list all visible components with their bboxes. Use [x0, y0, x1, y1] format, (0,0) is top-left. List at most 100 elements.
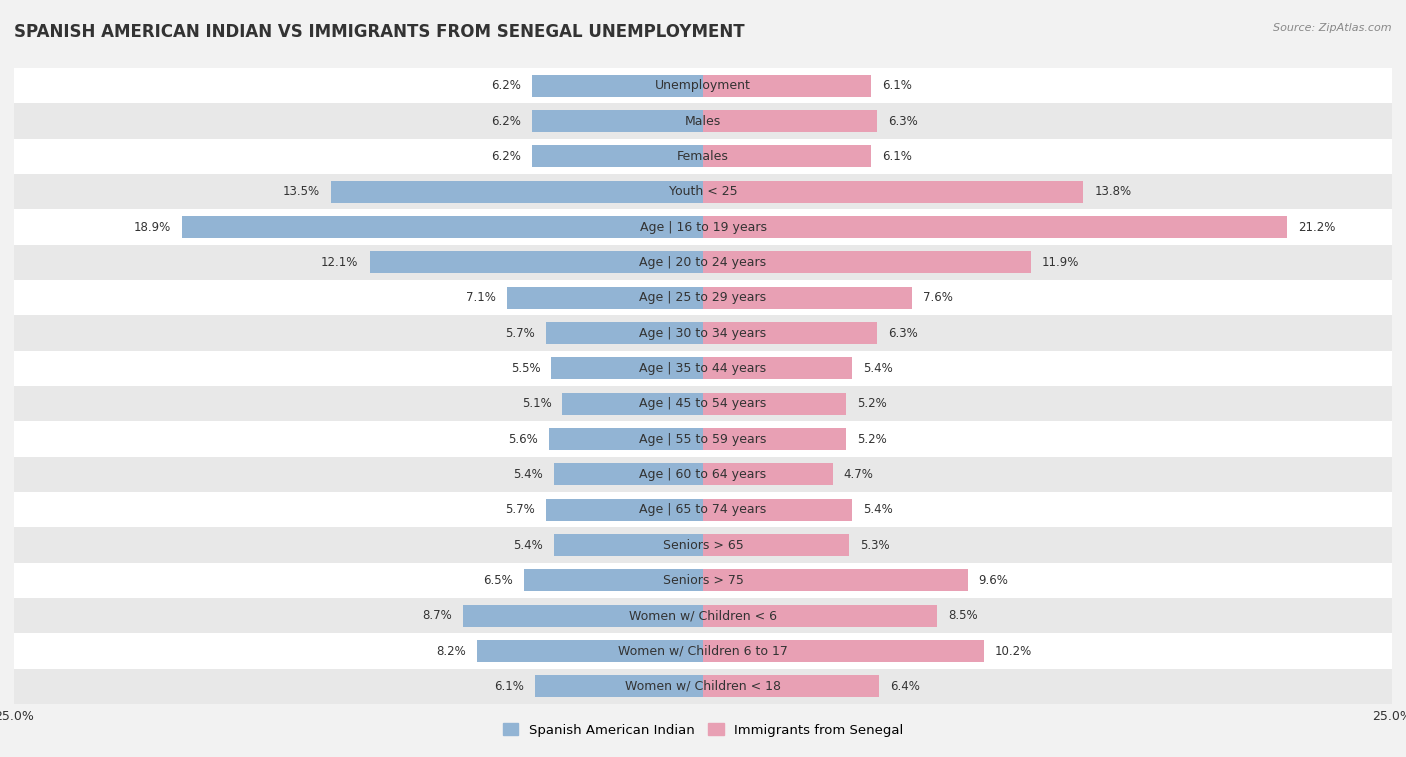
Text: 8.2%: 8.2% — [436, 644, 465, 658]
Text: 5.6%: 5.6% — [508, 432, 537, 446]
Text: Age | 55 to 59 years: Age | 55 to 59 years — [640, 432, 766, 446]
Text: 18.9%: 18.9% — [134, 220, 172, 234]
Bar — [703, 251, 1031, 273]
Bar — [703, 569, 967, 591]
Bar — [14, 316, 1392, 350]
Bar — [703, 181, 1083, 203]
Text: 7.1%: 7.1% — [467, 291, 496, 304]
Text: 5.7%: 5.7% — [505, 326, 534, 340]
Bar — [703, 428, 846, 450]
Bar — [14, 456, 1392, 492]
Bar — [703, 463, 832, 485]
Text: 5.4%: 5.4% — [513, 468, 543, 481]
Text: Women w/ Children < 18: Women w/ Children < 18 — [626, 680, 780, 693]
Text: 5.5%: 5.5% — [510, 362, 540, 375]
Text: Women w/ Children < 6: Women w/ Children < 6 — [628, 609, 778, 622]
Text: 5.1%: 5.1% — [522, 397, 551, 410]
Bar — [14, 68, 1392, 104]
Bar — [703, 217, 1288, 238]
Bar — [330, 181, 703, 203]
Text: Age | 20 to 24 years: Age | 20 to 24 years — [640, 256, 766, 269]
Text: 6.1%: 6.1% — [882, 150, 912, 163]
Bar — [14, 280, 1392, 316]
Bar — [703, 393, 846, 415]
Text: Age | 30 to 34 years: Age | 30 to 34 years — [640, 326, 766, 340]
Bar — [14, 528, 1392, 562]
Bar — [551, 357, 703, 379]
Text: 5.4%: 5.4% — [863, 362, 893, 375]
Bar — [14, 245, 1392, 280]
Text: 5.7%: 5.7% — [505, 503, 534, 516]
Text: 6.1%: 6.1% — [882, 79, 912, 92]
Text: Age | 35 to 44 years: Age | 35 to 44 years — [640, 362, 766, 375]
Text: Age | 45 to 54 years: Age | 45 to 54 years — [640, 397, 766, 410]
Text: 6.5%: 6.5% — [484, 574, 513, 587]
Bar — [524, 569, 703, 591]
Text: 6.4%: 6.4% — [890, 680, 921, 693]
Text: 5.2%: 5.2% — [858, 397, 887, 410]
Bar — [14, 350, 1392, 386]
Bar — [703, 357, 852, 379]
Bar — [14, 562, 1392, 598]
Bar — [531, 111, 703, 132]
Text: 12.1%: 12.1% — [321, 256, 359, 269]
Bar — [14, 386, 1392, 422]
Bar — [14, 634, 1392, 668]
Text: 6.1%: 6.1% — [494, 680, 524, 693]
Text: Age | 65 to 74 years: Age | 65 to 74 years — [640, 503, 766, 516]
Bar — [463, 605, 703, 627]
Text: 11.9%: 11.9% — [1042, 256, 1080, 269]
Bar — [703, 287, 912, 309]
Bar — [14, 598, 1392, 634]
Bar — [183, 217, 703, 238]
Bar — [703, 145, 872, 167]
Bar — [477, 640, 703, 662]
Text: Females: Females — [678, 150, 728, 163]
Text: Unemployment: Unemployment — [655, 79, 751, 92]
Text: 6.3%: 6.3% — [887, 114, 917, 128]
Bar — [562, 393, 703, 415]
Bar — [14, 668, 1392, 704]
Text: 8.5%: 8.5% — [948, 609, 979, 622]
Bar — [554, 534, 703, 556]
Bar — [546, 322, 703, 344]
Bar — [14, 422, 1392, 456]
Text: 13.5%: 13.5% — [283, 185, 321, 198]
Bar — [703, 499, 852, 521]
Text: Source: ZipAtlas.com: Source: ZipAtlas.com — [1274, 23, 1392, 33]
Text: 21.2%: 21.2% — [1298, 220, 1336, 234]
Bar — [703, 534, 849, 556]
Text: 7.6%: 7.6% — [924, 291, 953, 304]
Bar — [703, 640, 984, 662]
Bar — [703, 322, 876, 344]
Bar — [14, 104, 1392, 139]
Text: Women w/ Children 6 to 17: Women w/ Children 6 to 17 — [619, 644, 787, 658]
Text: 10.2%: 10.2% — [995, 644, 1032, 658]
Text: 8.7%: 8.7% — [422, 609, 453, 622]
Bar — [531, 75, 703, 97]
Text: SPANISH AMERICAN INDIAN VS IMMIGRANTS FROM SENEGAL UNEMPLOYMENT: SPANISH AMERICAN INDIAN VS IMMIGRANTS FR… — [14, 23, 745, 41]
Bar — [554, 463, 703, 485]
Text: Seniors > 65: Seniors > 65 — [662, 538, 744, 552]
Bar — [14, 139, 1392, 174]
Text: Age | 25 to 29 years: Age | 25 to 29 years — [640, 291, 766, 304]
Bar — [508, 287, 703, 309]
Bar — [703, 675, 879, 697]
Text: Seniors > 75: Seniors > 75 — [662, 574, 744, 587]
Bar — [14, 210, 1392, 245]
Bar — [531, 145, 703, 167]
Text: Age | 60 to 64 years: Age | 60 to 64 years — [640, 468, 766, 481]
Bar — [703, 75, 872, 97]
Text: 6.2%: 6.2% — [491, 114, 522, 128]
Text: 4.7%: 4.7% — [844, 468, 873, 481]
Bar — [14, 492, 1392, 528]
Bar — [546, 499, 703, 521]
Bar — [14, 174, 1392, 210]
Text: 5.4%: 5.4% — [513, 538, 543, 552]
Legend: Spanish American Indian, Immigrants from Senegal: Spanish American Indian, Immigrants from… — [498, 718, 908, 742]
Text: Age | 16 to 19 years: Age | 16 to 19 years — [640, 220, 766, 234]
Text: 9.6%: 9.6% — [979, 574, 1008, 587]
Bar — [548, 428, 703, 450]
Bar — [703, 605, 938, 627]
Text: Males: Males — [685, 114, 721, 128]
